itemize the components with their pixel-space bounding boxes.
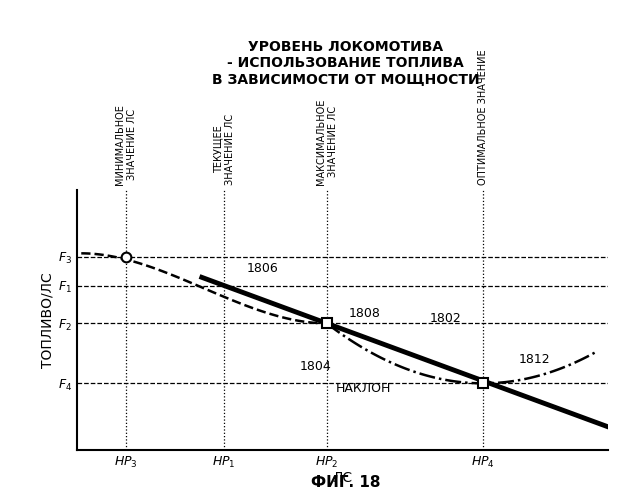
Text: 1806: 1806 [246, 262, 278, 275]
X-axis label: ЛС: ЛС [332, 472, 353, 486]
Text: МАКСИМАЛЬНОЕ
ЗНАЧЕНИЕ ЛС: МАКСИМАЛЬНОЕ ЗНАЧЕНИЕ ЛС [316, 98, 337, 185]
Text: МИНИМАЛЬНОЕ
ЗНАЧЕНИЕ ЛС: МИНИМАЛЬНОЕ ЗНАЧЕНИЕ ЛС [115, 104, 137, 185]
Text: 1808: 1808 [349, 306, 381, 320]
Y-axis label: ТОПЛИВО/ЛС: ТОПЛИВО/ЛС [41, 272, 55, 368]
Text: НАКЛОН: НАКЛОН [336, 382, 391, 395]
Text: 1812: 1812 [519, 354, 550, 366]
Text: 1804: 1804 [300, 360, 332, 373]
Text: УРОВЕНЬ ЛОКОМОТИВА
- ИСПОЛЬЗОВАНИЕ ТОПЛИВА
В ЗАВИСИМОСТИ ОТ МОЩНОСТИ: УРОВЕНЬ ЛОКОМОТИВА - ИСПОЛЬЗОВАНИЕ ТОПЛИ… [212, 40, 479, 86]
Text: 1802: 1802 [429, 312, 461, 325]
Text: ФИГ. 18: ФИГ. 18 [311, 475, 380, 490]
Text: ОПТИМАЛЬНОЕ ЗНАЧЕНИЕ: ОПТИМАЛЬНОЕ ЗНАЧЕНИЕ [478, 50, 488, 185]
Text: ТЕКУЩЕЕ
ЗНАЧЕНИЕ ЛС: ТЕКУЩЕЕ ЗНАЧЕНИЕ ЛС [213, 114, 235, 185]
